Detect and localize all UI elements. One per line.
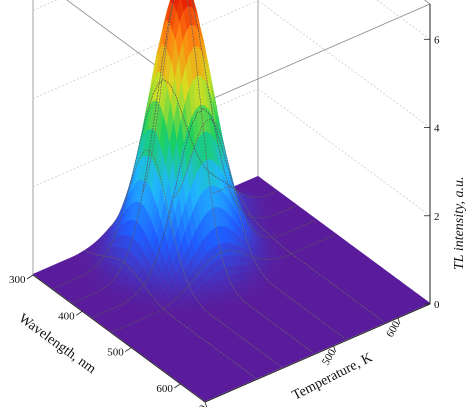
grid-line bbox=[32, 88, 259, 188]
temperature-tick bbox=[397, 317, 401, 325]
surface-cell bbox=[201, 396, 210, 402]
surface-mesh-line bbox=[174, 118, 346, 340]
intensity-tick-label: 6 bbox=[434, 34, 440, 46]
wavelength-axis-title: Wavelength, nm bbox=[16, 311, 99, 377]
box-edge-top-front bbox=[204, 3, 431, 103]
wavelength-tick bbox=[174, 383, 181, 389]
intensity-tick-label: 0 bbox=[434, 299, 440, 311]
wavelength-tick-label: 400 bbox=[58, 310, 75, 322]
surface-mesh-line bbox=[52, 78, 277, 289]
grid-line bbox=[32, 0, 259, 99]
surface-mesh-line bbox=[91, 107, 316, 319]
box-edge-top-right bbox=[423, 0, 431, 5]
wavelength-tick-label: 300 bbox=[9, 274, 26, 286]
surface-mesh-line bbox=[213, 186, 385, 323]
wavelength-tick-label: 500 bbox=[107, 347, 124, 359]
surface-mesh-line bbox=[141, 0, 314, 354]
temperature-axis-line bbox=[204, 303, 431, 403]
surface-mesh-line bbox=[72, 0, 297, 304]
temperature-tick bbox=[333, 345, 336, 353]
surface-mesh-line bbox=[111, 234, 336, 333]
surface-plot bbox=[32, 0, 431, 402]
wavelength-tick-label: 600 bbox=[156, 383, 173, 395]
intensity-tick-label: 2 bbox=[434, 211, 440, 223]
surface-mesh-line bbox=[109, 149, 282, 368]
wavelength-tick bbox=[125, 347, 132, 352]
grid-line bbox=[32, 0, 58, 11]
grid-line bbox=[257, 0, 431, 128]
wavelength-axis-line bbox=[32, 274, 206, 403]
wavelength-tick bbox=[26, 274, 34, 280]
temperature-tick bbox=[204, 401, 208, 407]
temperature-tick-label: 300 bbox=[191, 403, 210, 407]
intensity-axis-title: TL intensity, a.u. bbox=[452, 177, 467, 270]
intensity-tick-label: 4 bbox=[434, 123, 440, 135]
wavelength-tick bbox=[75, 310, 83, 316]
surface-mesh-line bbox=[84, 249, 256, 379]
chart-box-front bbox=[32, 4, 431, 403]
